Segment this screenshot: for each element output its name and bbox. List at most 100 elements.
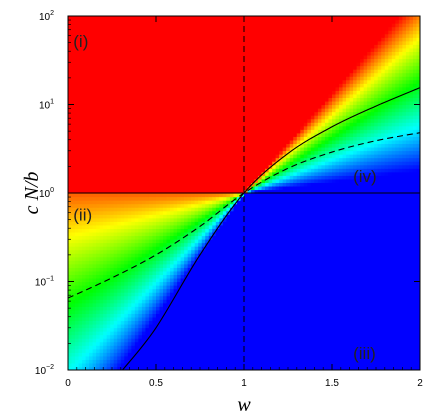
- heatmap-cell: [187, 316, 192, 322]
- heatmap-cell: [127, 281, 132, 286]
- heatmap-cell: [138, 334, 143, 339]
- heatmap-cell: [99, 54, 104, 60]
- heatmap-cell: [222, 327, 227, 332]
- heatmap-cell: [180, 249, 185, 254]
- heatmap-cell: [110, 125, 115, 130]
- heatmap-cell: [191, 97, 196, 102]
- heatmap-cell: [120, 207, 125, 212]
- heatmap-cell: [177, 366, 182, 370]
- heatmap-cell: [163, 292, 168, 297]
- heatmap-cell: [156, 16, 161, 21]
- heatmap-cell: [117, 239, 122, 244]
- heatmap-cell: [141, 263, 147, 268]
- heatmap-cell: [229, 23, 235, 28]
- heatmap-cell: [92, 316, 97, 322]
- heatmap-cell: [166, 277, 171, 283]
- heatmap-cell: [219, 157, 224, 162]
- heatmap-cell: [233, 221, 238, 226]
- heatmap-cell: [124, 90, 129, 95]
- heatmap-cell: [226, 285, 231, 290]
- heatmap-cell: [163, 125, 168, 130]
- heatmap-cell: [141, 217, 147, 222]
- heatmap-cell: [201, 203, 206, 208]
- heatmap-cell: [166, 263, 171, 268]
- heatmap-cell: [187, 210, 192, 215]
- heatmap-cell: [219, 90, 224, 95]
- heatmap-cell: [191, 203, 196, 208]
- heatmap-cell: [212, 136, 217, 141]
- heatmap-cell: [219, 320, 224, 325]
- heatmap-cell: [68, 47, 73, 52]
- heatmap-cell: [191, 231, 196, 237]
- heatmap-cell: [236, 69, 242, 74]
- heatmap-cell: [163, 224, 168, 229]
- heatmap-cell: [215, 185, 220, 191]
- heatmap-cell: [103, 178, 108, 183]
- heatmap-cell: [229, 338, 235, 343]
- heatmap-cell: [96, 178, 101, 183]
- heatmap-cell: [191, 288, 196, 293]
- heatmap-cell: [194, 164, 199, 169]
- heatmap-cell: [170, 86, 175, 91]
- heatmap-cell: [159, 362, 164, 368]
- heatmap-cell: [92, 217, 97, 222]
- heatmap-cell: [233, 345, 238, 350]
- heatmap-cell: [120, 263, 125, 268]
- heatmap-cell: [170, 171, 175, 176]
- heatmap-cell: [110, 306, 115, 311]
- heatmap-cell: [68, 327, 73, 332]
- heatmap-cell: [78, 246, 83, 251]
- heatmap-cell: [240, 281, 245, 286]
- heatmap-cell: [148, 263, 154, 268]
- heatmap-cell: [201, 193, 206, 198]
- heatmap-cell: [205, 97, 210, 102]
- heatmap-cell: [166, 23, 171, 28]
- heatmap-cell: [117, 16, 122, 21]
- heatmap-cell: [156, 125, 161, 130]
- heatmap-cell: [219, 72, 224, 77]
- heatmap-cell: [68, 263, 73, 268]
- heatmap-cell: [184, 23, 189, 28]
- heatmap-cell: [92, 157, 97, 162]
- heatmap-cell: [180, 111, 185, 116]
- heatmap-cell: [110, 355, 115, 360]
- heatmap-cell: [117, 338, 122, 343]
- heatmap-cell: [145, 362, 150, 368]
- heatmap-cell: [141, 19, 147, 24]
- heatmap-cell: [152, 235, 157, 240]
- heatmap-cell: [212, 76, 217, 81]
- heatmap-cell: [141, 366, 147, 370]
- heatmap-cell: [113, 97, 118, 102]
- heatmap-cell: [99, 224, 104, 229]
- heatmap-cell: [148, 320, 154, 325]
- heatmap-cell: [226, 203, 231, 208]
- heatmap-cell: [113, 327, 118, 332]
- heatmap-cell: [99, 111, 104, 116]
- heatmap-cell: [229, 366, 235, 370]
- heatmap-cell: [233, 62, 238, 67]
- heatmap-cell: [201, 108, 206, 113]
- heatmap-cell: [159, 207, 164, 212]
- heatmap-cell: [166, 72, 171, 77]
- heatmap-cell: [145, 274, 150, 279]
- heatmap-cell: [148, 83, 154, 88]
- heatmap-cell: [96, 285, 101, 290]
- heatmap-cell: [184, 263, 189, 268]
- heatmap-cell: [166, 224, 171, 229]
- heatmap-cell: [78, 72, 83, 77]
- heatmap-cell: [152, 345, 157, 350]
- heatmap-cell: [152, 267, 157, 272]
- heatmap-cell: [170, 323, 175, 329]
- heatmap-cell: [166, 196, 171, 201]
- heatmap-cell: [233, 164, 238, 169]
- heatmap-cell: [85, 281, 90, 286]
- heatmap-cell: [141, 302, 147, 307]
- heatmap-cell: [103, 97, 108, 102]
- heatmap-cell: [156, 355, 161, 360]
- heatmap-cell: [92, 362, 97, 368]
- heatmap-cell: [208, 90, 213, 95]
- heatmap-cell: [152, 196, 157, 201]
- heatmap-cell: [201, 320, 206, 325]
- heatmap-cell: [113, 228, 118, 233]
- heatmap-cell: [219, 274, 224, 279]
